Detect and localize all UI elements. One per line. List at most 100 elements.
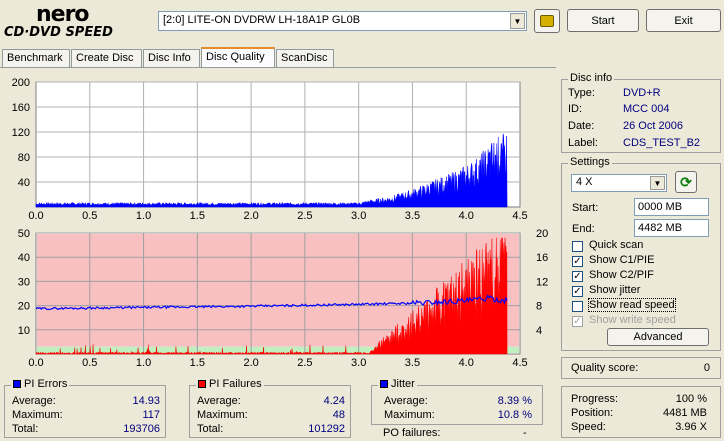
chevron-down-icon[interactable]: ▼ — [650, 176, 665, 190]
pi-errors-average-value: 14.93 — [132, 395, 160, 407]
speed-select[interactable]: 4 X ▼ — [571, 174, 667, 192]
position-value: 4481 MB — [662, 407, 707, 419]
show-jitter-checkbox[interactable]: ✓ — [572, 286, 583, 297]
quick-scan-label: Quick scan — [589, 239, 644, 251]
nero-logo: nero — [36, 2, 90, 27]
show-write-speed-checkbox: ✓ — [572, 316, 583, 327]
y-left-tick-label: 30 — [18, 276, 30, 288]
x-tick-label: 3.5 — [405, 210, 420, 222]
pi-failures-average-value: 4.24 — [323, 395, 345, 407]
eject-icon — [540, 15, 554, 27]
y-tick-label: 200 — [12, 77, 30, 89]
pi-failures-title-wrap: PI Failures — [196, 378, 264, 390]
x-tick-label: 1.5 — [190, 357, 205, 369]
jitter-maximum-value: 10.8 % — [497, 409, 532, 421]
show-read-speed-label: Show read speed — [588, 298, 676, 312]
disc-type-value: DVD+R — [623, 87, 661, 99]
x-tick-label: 3.5 — [405, 357, 420, 369]
disc-date-value: 26 Oct 2006 — [623, 120, 683, 132]
eject-button[interactable] — [534, 9, 560, 33]
jitter-swatch — [380, 380, 388, 389]
disc-id-label: ID: — [568, 103, 583, 115]
start-input[interactable]: 0000 MB — [634, 198, 709, 216]
pi-errors-series — [35, 133, 508, 208]
quality-score-label: Quality score: — [571, 362, 639, 374]
quality-score-group: Quality score: 0 — [561, 357, 721, 379]
pi-errors-total-value: 193706 — [123, 423, 160, 435]
show-c1-pie-label: Show C1/PIE — [589, 254, 655, 266]
disc-date-label: Date: — [568, 120, 595, 132]
end-label: End: — [572, 223, 595, 235]
speed-label: Speed: — [571, 421, 606, 433]
disc-info-group: Disc info Type: DVD+R ID: MCC 004 Date: … — [561, 72, 721, 153]
disc-id-value: MCC 004 — [623, 103, 670, 115]
tab-create-disc[interactable]: Create Disc — [71, 49, 142, 67]
disc-type-label: Type: — [568, 87, 595, 99]
jitter-title-wrap: Jitter — [378, 378, 417, 390]
x-tick-label: 0.0 — [28, 357, 43, 369]
good-zone — [37, 346, 519, 353]
pi-failures-title: PI Failures — [209, 378, 262, 390]
jitter-group: Jitter Average: 8.39 % Maximum: 10.8 % — [371, 378, 543, 425]
settings-group: Settings 4 X ▼ ⟳ Start: 0000 MB End: 448… — [561, 156, 721, 351]
x-tick-label: 2.0 — [243, 210, 258, 222]
pi-errors-average-label: Average: — [12, 395, 56, 407]
settings-title: Settings — [568, 156, 612, 168]
y-tick-label: 120 — [12, 127, 30, 139]
tab-divider — [0, 67, 556, 68]
end-input[interactable]: 4482 MB — [634, 219, 709, 237]
x-tick-label: 4.5 — [512, 210, 527, 222]
show-read-speed-checkbox[interactable] — [572, 301, 583, 312]
progress-group: Progress: 100 % Position: 4481 MB Speed:… — [561, 386, 721, 438]
exit-button[interactable]: Exit — [646, 9, 721, 32]
x-tick-label: 0.5 — [82, 210, 97, 222]
cd-dvd-speed-logo: CD·DVD SPEED — [4, 25, 113, 40]
refresh-button[interactable]: ⟳ — [675, 171, 697, 193]
tab-benchmark[interactable]: Benchmark — [2, 49, 70, 67]
y-tick-label: 40 — [18, 177, 30, 189]
pi-failures-total-value: 101292 — [308, 423, 345, 435]
quick-scan-checkbox[interactable] — [572, 241, 583, 252]
y-right-tick-label: 20 — [536, 228, 548, 240]
refresh-icon: ⟳ — [680, 173, 692, 190]
disc-label-label: Label: — [568, 137, 598, 149]
pi-errors-maximum-value: 117 — [142, 409, 160, 421]
po-failures-label: PO failures: — [383, 427, 441, 439]
progress-label: Progress: — [571, 393, 619, 405]
pi-failures-series — [35, 237, 508, 355]
charts-area: 0.0 0.5 1.0 1.5 2.0 2.5 3.0 3.5 4.0 4.5 200 160 120 8… — [12, 77, 549, 369]
disc-label-value: CDS_TEST_B2 — [623, 137, 701, 149]
show-write-speed-label: Show write speed — [589, 314, 676, 326]
x-tick-label: 3.0 — [351, 210, 366, 222]
progress-value: 100 % — [675, 393, 707, 405]
pi-errors-maximum-label: Maximum: — [12, 409, 63, 421]
y-left-tick-label: 20 — [18, 301, 30, 313]
jitter-series — [35, 294, 508, 311]
show-c2-pif-checkbox[interactable]: ✓ — [572, 271, 583, 282]
y-left-tick-label: 40 — [18, 252, 30, 264]
pi-errors-swatch — [13, 380, 21, 389]
jitter-maximum-label: Maximum: — [384, 409, 435, 421]
jitter-average-value: 8.39 % — [497, 395, 532, 407]
jitter-title: Jitter — [391, 378, 415, 390]
pi-failures-swatch — [198, 380, 206, 389]
show-c2-pif-label: Show C2/PIF — [589, 269, 654, 281]
y-tick-label: 80 — [18, 152, 30, 164]
show-c1-pie-checkbox[interactable]: ✓ — [572, 256, 583, 267]
pi-errors-title-wrap: PI Errors — [11, 378, 70, 390]
y-right-tick-label: 4 — [536, 325, 542, 337]
pi-failures-maximum-label: Maximum: — [197, 409, 248, 421]
tab-disc-info[interactable]: Disc Info — [143, 49, 200, 67]
tab-scandisc[interactable]: ScanDisc — [276, 49, 334, 67]
y-left-tick-label: 50 — [18, 228, 30, 240]
x-tick-label: 4.5 — [512, 357, 527, 369]
advanced-button[interactable]: Advanced — [607, 328, 709, 346]
drive-select-value: [2:0] LITE-ON DVDRW LH-18A1P GL0B — [163, 14, 361, 26]
x-tick-label: 0.5 — [82, 357, 97, 369]
tab-disc-quality[interactable]: Disc Quality — [201, 47, 275, 67]
speed-select-value: 4 X — [576, 176, 593, 188]
chevron-down-icon[interactable]: ▼ — [510, 13, 525, 29]
start-button[interactable]: Start — [567, 9, 639, 32]
x-tick-label: 1.0 — [136, 210, 151, 222]
drive-select[interactable]: [2:0] LITE-ON DVDRW LH-18A1P GL0B ▼ — [158, 11, 527, 31]
